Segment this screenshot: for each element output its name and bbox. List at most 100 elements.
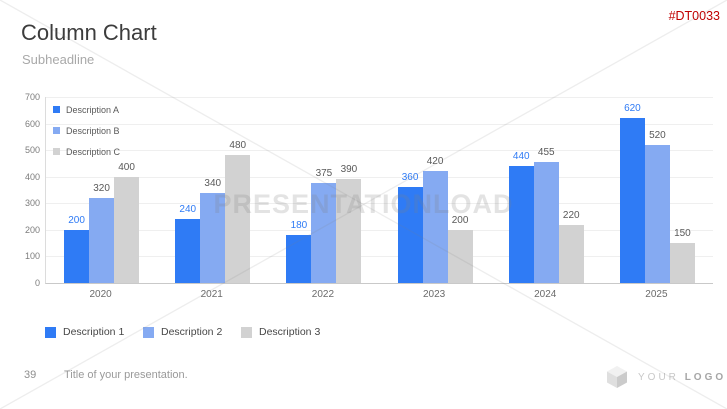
bar-group: 200 320 400 <box>64 97 140 283</box>
slide-title: Column Chart <box>21 20 157 45</box>
x-tick-label: 2025 <box>645 289 668 300</box>
legend-label: Description 2 <box>161 326 223 338</box>
bar-column: 455 <box>533 97 559 283</box>
y-tick-label: 0 <box>34 278 40 288</box>
logo-text: YOUR LOGO <box>638 372 726 383</box>
y-axis-labels: 0 100 200 300 400 500 600 700 <box>10 92 40 288</box>
bar-value-label: 240 <box>179 204 197 216</box>
chart-legend-item: Description B <box>53 124 120 137</box>
bar-column: 400 <box>114 97 140 283</box>
bar-column: 200 <box>447 97 473 283</box>
x-tick-label: 2021 <box>200 289 223 300</box>
chart-plot: 200 320 400 240 340 480 180 375 390 360 420 200 440 4… <box>45 97 713 284</box>
y-tick-label: 300 <box>24 198 40 209</box>
bar-value-label: 360 <box>401 172 419 184</box>
x-tick-label: 2022 <box>311 289 335 300</box>
bar-value-label: 400 <box>118 161 135 173</box>
bar-column: 620 <box>619 97 645 283</box>
bar <box>558 224 584 283</box>
page-number: 39 <box>24 369 37 381</box>
legend-swatch <box>45 326 56 338</box>
x-tick-label: 2024 <box>534 289 557 300</box>
bar-value-label: 340 <box>204 177 222 189</box>
gridline <box>46 123 713 125</box>
legend-label: Description 1 <box>63 326 125 338</box>
bar <box>64 229 90 283</box>
bar <box>200 192 226 283</box>
gridline <box>46 203 713 205</box>
bar-value-label: 375 <box>315 168 333 180</box>
bar-value-label: 320 <box>93 182 110 194</box>
bar-column: 200 <box>64 97 90 283</box>
bar-value-label: 150 <box>674 228 691 240</box>
bar-column: 180 <box>286 97 312 283</box>
bar-value-label: 180 <box>290 220 308 232</box>
bar-group: 240 340 480 <box>175 97 251 283</box>
bar <box>508 166 534 283</box>
bar-group: 180 375 390 <box>286 97 362 283</box>
y-tick-label: 200 <box>24 224 40 235</box>
bar <box>225 155 251 283</box>
legend-swatch <box>53 127 60 134</box>
gridline <box>46 97 713 98</box>
legend-swatch <box>53 106 60 113</box>
bar-value-label: 200 <box>451 214 469 226</box>
cube-3d-icon <box>607 366 627 388</box>
bar-column: 480 <box>225 97 251 283</box>
bar-column: 390 <box>336 97 362 283</box>
bar-value-label: 455 <box>537 147 555 159</box>
bar <box>422 171 448 283</box>
bar-value-label: 420 <box>426 156 444 168</box>
gridline <box>46 256 713 258</box>
y-tick-label: 400 <box>24 171 40 182</box>
bar-group: 360 420 200 <box>397 97 473 283</box>
bar-column: 150 <box>669 97 695 283</box>
bar-column: 375 <box>311 97 337 283</box>
bar <box>311 183 337 283</box>
product-code: #DT0033 <box>668 9 720 23</box>
bottom-legend-item: Description 2 <box>143 326 222 338</box>
bottom-legend-item: Description 1 <box>45 326 124 338</box>
gridline <box>46 176 713 178</box>
bar-value-label: 220 <box>562 209 580 221</box>
bar-group: 620 520 150 <box>619 97 695 283</box>
bar-value-label: 200 <box>68 214 85 226</box>
gridline <box>46 229 713 231</box>
y-tick-label: 700 <box>24 92 40 102</box>
bar <box>533 162 559 283</box>
logo-word-your: YOUR <box>638 371 679 383</box>
legend-label: Description A <box>66 104 120 115</box>
legend-label: Description 3 <box>259 326 321 338</box>
bar <box>175 219 201 283</box>
bar <box>89 197 115 283</box>
bottom-legend: Description 1 Description 2 Description 3 <box>45 326 339 338</box>
legend-label: Description C <box>66 146 121 157</box>
bar-column: 440 <box>508 97 534 283</box>
bar-column: 340 <box>200 97 226 283</box>
bottom-legend-item: Description 3 <box>241 326 320 338</box>
placeholder-logo: YOUR LOGO <box>606 365 726 389</box>
bar <box>619 118 645 283</box>
legend-swatch <box>143 326 154 338</box>
logo-word-logo: LOGO <box>684 371 727 383</box>
y-tick-label: 100 <box>24 251 40 262</box>
bar-column: 220 <box>558 97 584 283</box>
bar <box>447 229 473 283</box>
bar-column: 320 <box>89 97 115 283</box>
chart-legend: Description A Description B Description C <box>53 103 120 166</box>
bar <box>644 144 670 283</box>
bar-column: 240 <box>175 97 201 283</box>
bar-group: 440 455 220 <box>508 97 584 283</box>
bar <box>336 179 362 283</box>
y-tick-label: 500 <box>24 145 40 156</box>
bar <box>286 235 312 283</box>
chart-legend-item: Description C <box>53 145 120 158</box>
legend-label: Description B <box>66 125 120 136</box>
bar-value-label: 520 <box>649 129 666 141</box>
x-tick-label: 2020 <box>89 289 112 300</box>
bar-value-label: 620 <box>624 103 641 115</box>
bar <box>397 187 423 283</box>
bar <box>669 243 695 283</box>
bar-column: 360 <box>397 97 423 283</box>
